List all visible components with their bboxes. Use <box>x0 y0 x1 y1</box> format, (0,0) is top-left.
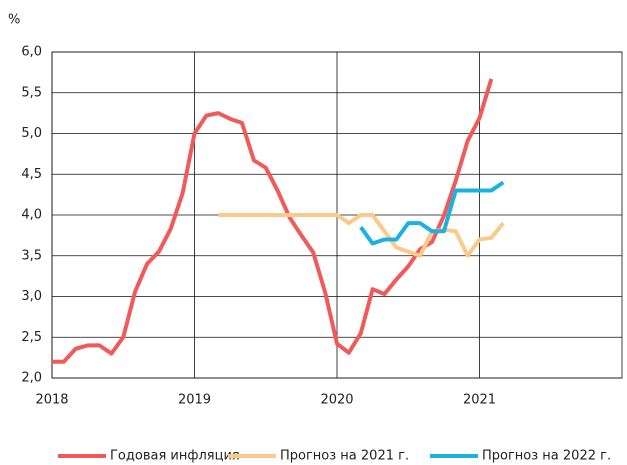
y-tick-label: 2,0 <box>21 371 42 386</box>
y-tick-label: 4,0 <box>21 208 42 223</box>
series-line <box>218 213 505 258</box>
series-line <box>359 180 505 246</box>
legend-label: Прогноз на 2022 г. <box>482 449 611 464</box>
y-tick-label: 3,5 <box>21 248 42 263</box>
y-tick-label: 5,0 <box>21 126 42 141</box>
unit-label: % <box>8 13 20 28</box>
plot-frame <box>51 51 623 379</box>
legend-label: Годовая инфляция <box>110 449 240 464</box>
y-tick-label: 6,0 <box>21 45 42 60</box>
series-line <box>52 78 494 364</box>
y-tick-label: 5,5 <box>21 85 42 100</box>
x-tick-label: 2018 <box>35 393 68 408</box>
y-tick-label: 4,5 <box>21 167 42 182</box>
x-tick-label: 2021 <box>463 393 496 408</box>
x-tick-label: 2020 <box>320 393 353 408</box>
y-tick-label: 2,5 <box>21 330 42 345</box>
legend-label: Прогноз на 2021 г. <box>280 449 409 464</box>
y-tick-label: 3,0 <box>21 289 42 304</box>
x-tick-label: 2019 <box>178 393 211 408</box>
